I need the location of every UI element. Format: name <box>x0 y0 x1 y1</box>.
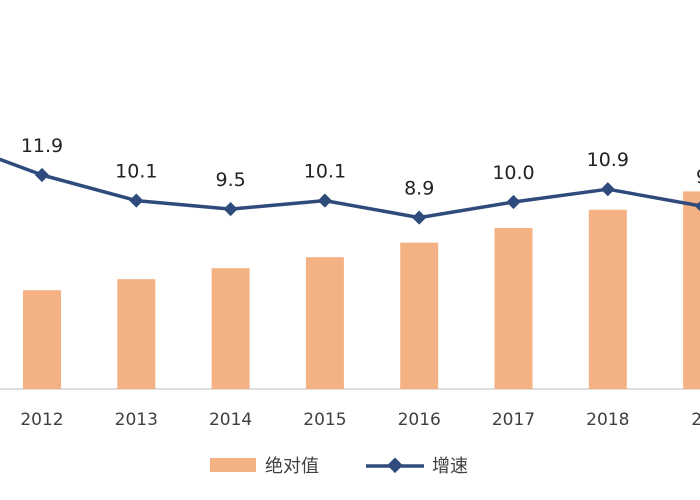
x-axis-ticks: 2012 2013 2014 2015 2016 2017 2018 20 <box>20 410 700 430</box>
bar-2017 <box>494 228 533 389</box>
growth-point-2018 <box>600 182 615 197</box>
bar-2016 <box>400 242 439 389</box>
growth-point-2019 <box>695 199 700 214</box>
growth-label-2013: 10.1 <box>115 161 157 183</box>
growth-label-2016: 8.9 <box>404 178 434 200</box>
x-tick-2013: 2013 <box>115 410 158 430</box>
bar-2018 <box>588 209 627 389</box>
growth-point-2017 <box>506 194 521 210</box>
bar-2014 <box>211 268 250 389</box>
x-tick-2012: 2012 <box>20 410 63 430</box>
x-tick-2014: 2014 <box>209 410 252 430</box>
growth-series: 11.9 10.1 9.5 10.1 8.9 10.0 10.9 9 <box>0 135 700 225</box>
growth-point-2015 <box>317 193 332 208</box>
growth-label-2015: 10.1 <box>304 161 346 183</box>
legend-label-line: 增速 <box>432 456 468 477</box>
bar-series <box>23 191 700 389</box>
x-tick-2015: 2015 <box>303 410 346 430</box>
growth-point-2012 <box>34 167 50 183</box>
legend: 绝对值 增速 <box>210 456 468 477</box>
growth-label-2018: 10.9 <box>587 149 629 171</box>
bar-2012 <box>23 290 61 389</box>
growth-point-2014 <box>223 202 238 217</box>
x-tick-2019: 20 <box>691 410 700 430</box>
x-tick-2017: 2017 <box>492 410 535 430</box>
growth-point-2013 <box>129 193 144 208</box>
growth-label-2014: 9.5 <box>215 169 245 191</box>
growth-label-2017: 10.0 <box>492 162 534 184</box>
x-tick-2016: 2016 <box>398 410 441 430</box>
growth-point-2016 <box>412 210 427 225</box>
bar-2015 <box>305 257 344 389</box>
growth-label-2019: 9 <box>696 166 700 188</box>
bar-2013 <box>117 279 156 389</box>
legend-label-bar: 绝对值 <box>265 456 319 477</box>
bar-2019 <box>683 191 700 389</box>
growth-label-2012: 11.9 <box>21 135 63 157</box>
legend-swatch-bar <box>210 458 256 472</box>
x-tick-2018: 2018 <box>586 410 629 430</box>
legend-swatch-marker <box>387 457 403 474</box>
